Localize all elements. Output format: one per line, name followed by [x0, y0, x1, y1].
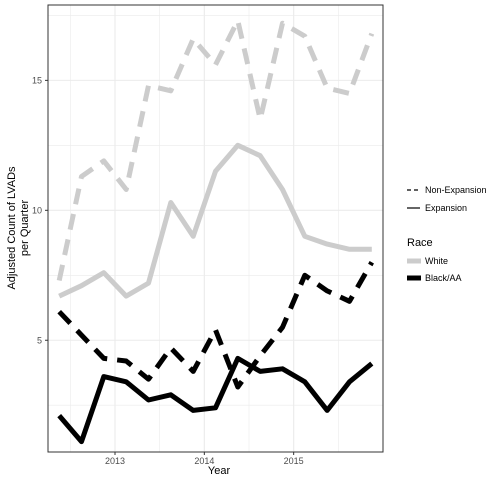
y-axis-title-line2: per Quarter	[19, 200, 31, 257]
y-tick-label: 5	[37, 335, 42, 345]
x-tick-label: 2014	[194, 456, 214, 466]
y-tick-label: 10	[32, 205, 42, 215]
series-line-white-non-expansion	[56, 18, 375, 282]
legend-label-non-expansion: Non-Expansion	[425, 185, 487, 195]
legend: Non-Expansion Expansion Race White Black…	[407, 185, 487, 283]
x-tick-label: 2015	[284, 456, 304, 466]
series-lines	[56, 18, 375, 445]
axis-ticks: 2013 2014 2015 5 10 15	[32, 75, 304, 466]
legend-label-expansion: Expansion	[425, 203, 467, 213]
legend-title-race: Race	[407, 237, 433, 249]
series-line-white-expansion	[58, 142, 372, 299]
y-tick-label: 15	[32, 75, 42, 85]
y-axis-title-line1: Adjusted Count of LVADs	[6, 166, 18, 290]
legend-label-black-aa: Black/AA	[425, 273, 462, 283]
legend-label-white: White	[425, 256, 448, 266]
series-line-black-aa-expansion	[57, 355, 374, 445]
series-line-black-aa-non-expansion	[57, 261, 374, 390]
panel-border	[47, 4, 384, 453]
x-axis-title: Year	[208, 465, 231, 477]
x-tick-label: 2013	[105, 456, 125, 466]
